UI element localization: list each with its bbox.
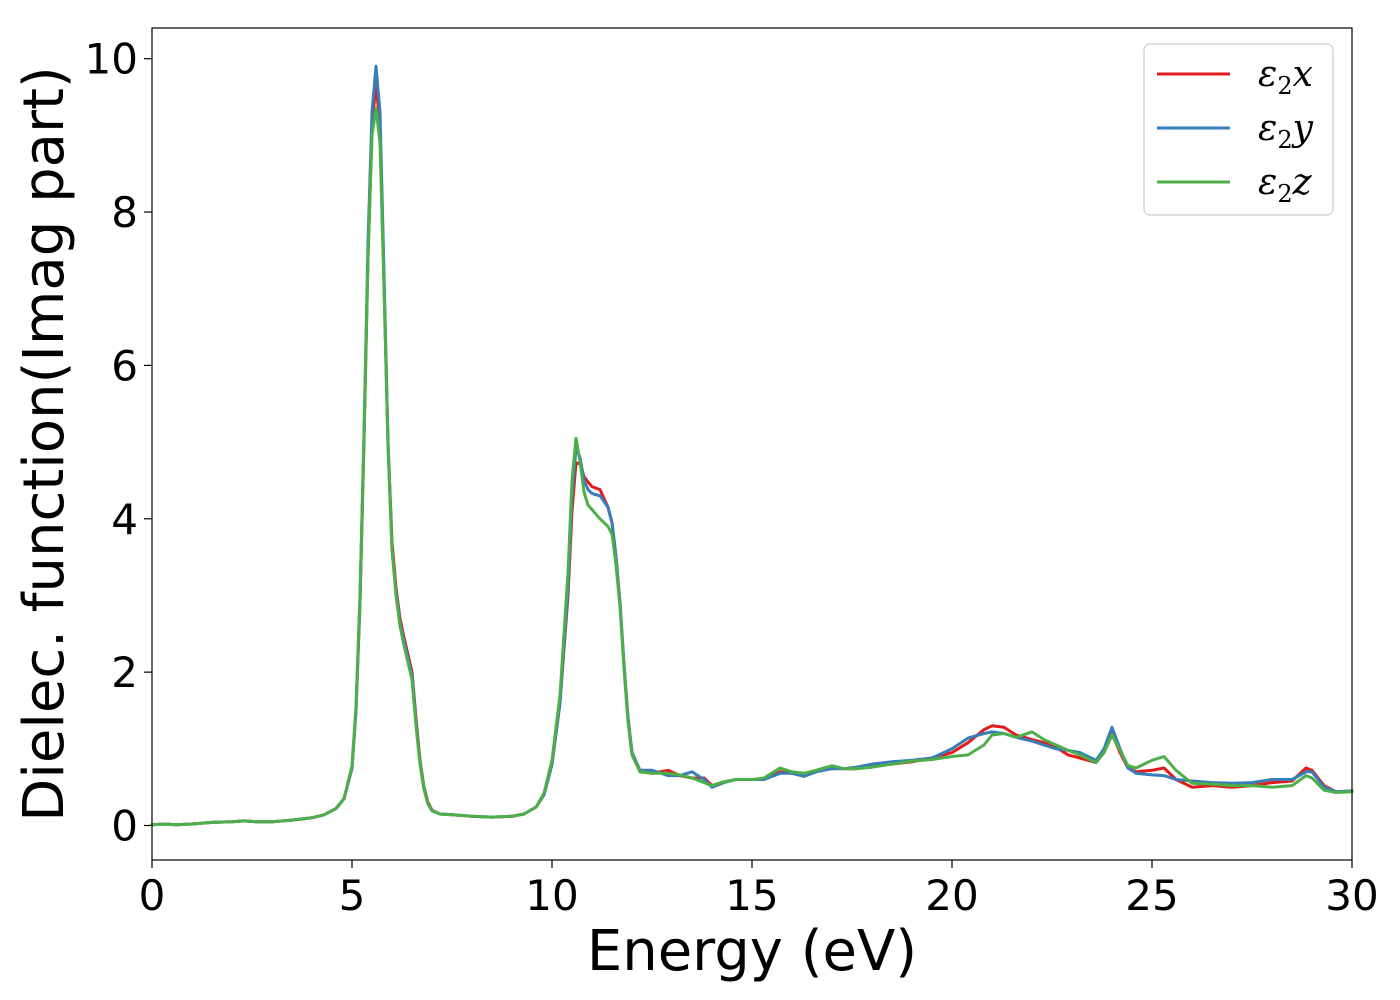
y-axis-label: Dielec. function(Imag part): [12, 66, 77, 822]
x-tick-label: 10: [525, 871, 578, 920]
plot-lines: [150, 64, 1354, 827]
x-tick-label: 5: [339, 871, 366, 920]
y-axis: 0 2 4 6 8 10: [85, 35, 152, 850]
x-tick-label: 15: [725, 871, 778, 920]
legend-box: [1143, 43, 1334, 216]
y-tick-label: 0: [111, 801, 138, 850]
x-tick-label: 0: [139, 871, 166, 920]
x-tick-label: 20: [925, 871, 978, 920]
x-tick-label: 30: [1325, 871, 1378, 920]
x-axis: 0 5 10 15 20 25 30: [139, 860, 1379, 920]
series-line-z: [150, 107, 1354, 827]
y-tick-label: 4: [111, 495, 138, 544]
legend: ε2x ε2y ε2z: [1143, 43, 1334, 216]
legend-label-x: ε2x: [1258, 54, 1313, 100]
y-tick-label: 10: [85, 35, 138, 84]
y-tick-label: 8: [111, 188, 138, 237]
legend-label-z: ε2z: [1258, 162, 1313, 208]
y-tick-label: 6: [111, 341, 138, 390]
x-tick-label: 25: [1125, 871, 1178, 920]
y-tick-label: 2: [111, 648, 138, 697]
legend-label-y: ε2y: [1258, 108, 1314, 154]
x-axis-label: Energy (eV): [587, 919, 917, 984]
